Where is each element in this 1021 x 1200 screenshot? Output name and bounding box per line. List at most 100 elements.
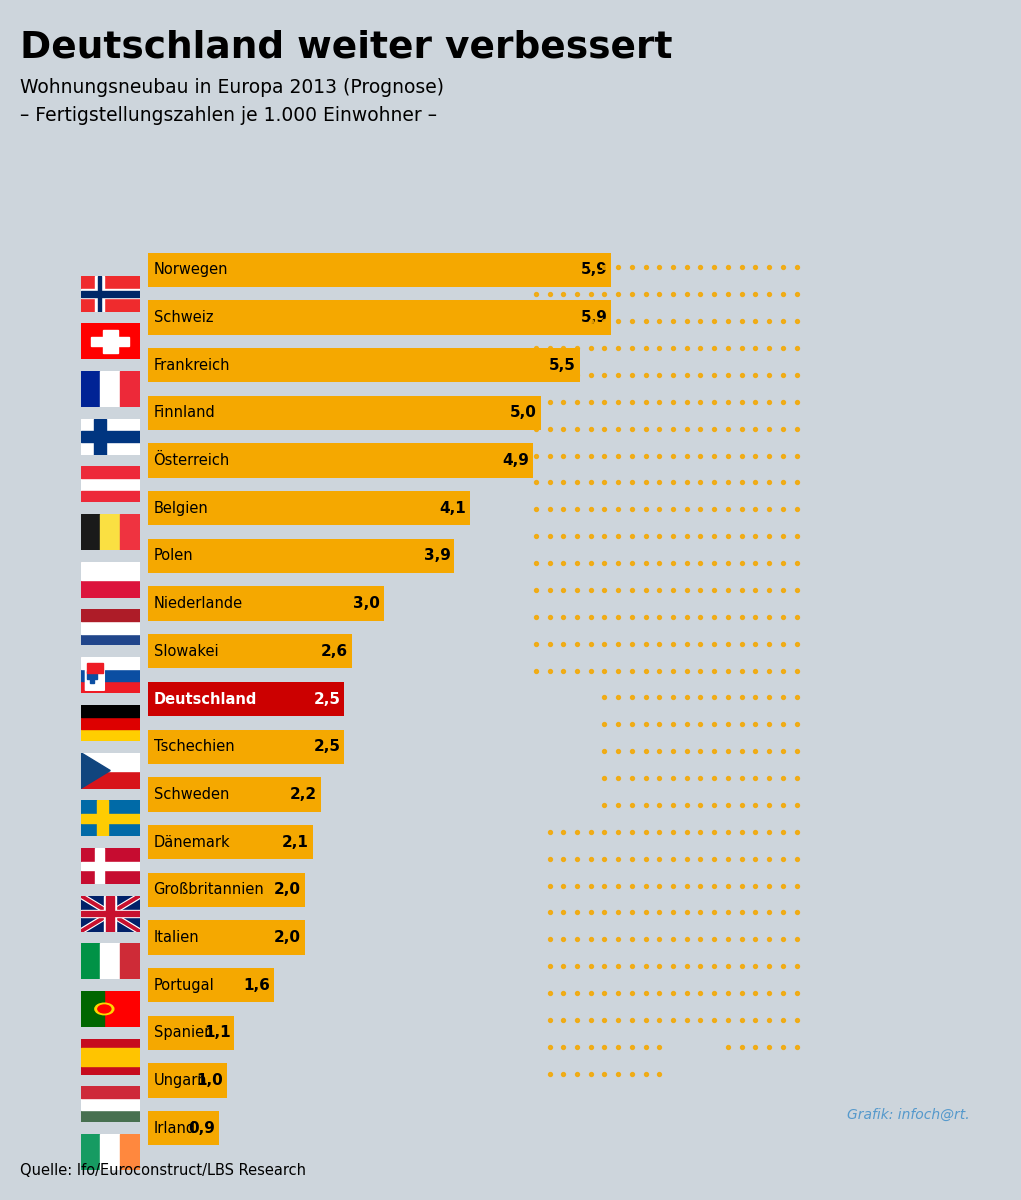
- Point: [747, 446, 764, 466]
- Point: [610, 634, 626, 653]
- Bar: [148, 300, 612, 335]
- Point: [569, 365, 585, 384]
- Point: [733, 284, 749, 304]
- Point: [747, 312, 764, 331]
- Point: [679, 338, 695, 358]
- Point: [596, 392, 613, 412]
- Point: [583, 661, 599, 680]
- Point: [747, 930, 764, 949]
- Point: [610, 365, 626, 384]
- Point: [624, 902, 640, 922]
- Point: [541, 312, 557, 331]
- Point: [733, 473, 749, 492]
- Bar: [81, 991, 104, 1027]
- Point: [541, 581, 557, 600]
- Point: [788, 768, 805, 787]
- Text: Deutschland: Deutschland: [153, 691, 257, 707]
- Point: [707, 876, 723, 895]
- Point: [624, 1064, 640, 1084]
- Point: [541, 956, 557, 976]
- Point: [583, 473, 599, 492]
- Polygon shape: [81, 913, 110, 931]
- Point: [788, 258, 805, 277]
- Point: [775, 499, 791, 518]
- Point: [610, 338, 626, 358]
- Point: [541, 527, 557, 546]
- Point: [555, 956, 572, 976]
- Point: [528, 499, 544, 518]
- Point: [541, 607, 557, 626]
- Point: [651, 822, 668, 841]
- Point: [720, 392, 736, 412]
- Text: 4,1: 4,1: [439, 500, 467, 516]
- Point: [733, 822, 749, 841]
- Point: [528, 446, 544, 466]
- Point: [596, 661, 613, 680]
- Point: [624, 796, 640, 815]
- Polygon shape: [110, 913, 140, 931]
- Point: [541, 876, 557, 895]
- Point: [788, 284, 805, 304]
- Point: [637, 715, 653, 734]
- Point: [651, 768, 668, 787]
- Bar: [81, 1098, 140, 1110]
- Point: [775, 365, 791, 384]
- Point: [679, 930, 695, 949]
- Point: [624, 338, 640, 358]
- Bar: [81, 431, 140, 442]
- Point: [733, 527, 749, 546]
- Point: [569, 258, 585, 277]
- Point: [788, 607, 805, 626]
- Point: [610, 768, 626, 787]
- Point: [707, 822, 723, 841]
- Point: [761, 930, 777, 949]
- Point: [679, 715, 695, 734]
- Point: [788, 902, 805, 922]
- Point: [679, 284, 695, 304]
- Polygon shape: [81, 895, 110, 913]
- Point: [761, 1037, 777, 1056]
- Point: [679, 634, 695, 653]
- Point: [747, 553, 764, 572]
- Point: [679, 446, 695, 466]
- Point: [610, 258, 626, 277]
- Point: [583, 930, 599, 949]
- Point: [569, 284, 585, 304]
- Point: [596, 446, 613, 466]
- Point: [733, 553, 749, 572]
- Point: [747, 822, 764, 841]
- Text: 0,9: 0,9: [188, 1121, 214, 1135]
- Point: [665, 258, 681, 277]
- Point: [637, 499, 653, 518]
- Point: [775, 312, 791, 331]
- Point: [720, 661, 736, 680]
- Point: [692, 312, 709, 331]
- Text: 3,9: 3,9: [424, 548, 450, 564]
- Point: [596, 284, 613, 304]
- Point: [541, 419, 557, 438]
- Point: [610, 822, 626, 841]
- Point: [775, 715, 791, 734]
- Text: Slowakei: Slowakei: [153, 644, 218, 659]
- Bar: [148, 1063, 227, 1098]
- Point: [761, 284, 777, 304]
- Point: [761, 768, 777, 787]
- Point: [651, 984, 668, 1003]
- Point: [788, 661, 805, 680]
- Point: [761, 850, 777, 869]
- Point: [596, 742, 613, 761]
- Point: [733, 446, 749, 466]
- Point: [665, 742, 681, 761]
- Point: [775, 553, 791, 572]
- Point: [788, 527, 805, 546]
- Point: [555, 876, 572, 895]
- Point: [583, 392, 599, 412]
- Point: [720, 634, 736, 653]
- Point: [720, 688, 736, 707]
- Point: [610, 984, 626, 1003]
- Bar: [148, 968, 274, 1002]
- Point: [707, 850, 723, 869]
- Point: [692, 419, 709, 438]
- Point: [637, 338, 653, 358]
- Point: [596, 527, 613, 546]
